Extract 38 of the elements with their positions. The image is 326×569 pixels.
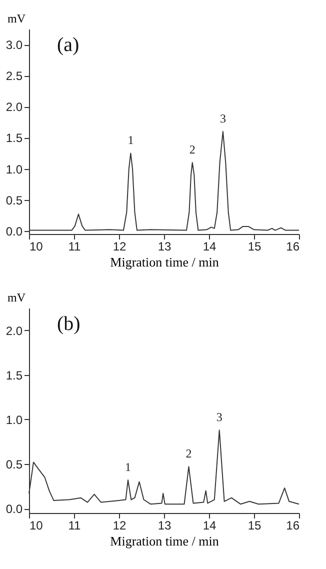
- y-tick-label: 0.0: [6, 224, 23, 238]
- y-axis-title: mV: [8, 12, 26, 26]
- y-tick-label: 2.5: [6, 69, 23, 84]
- y-tick-label: 0.5: [6, 193, 23, 208]
- y-axis-title: mV: [8, 290, 26, 304]
- x-axis-title: Migration time / min: [110, 254, 220, 270]
- x-tick-label: 10: [30, 240, 44, 254]
- y-tick-label: 1.5: [6, 131, 23, 146]
- y-tick-label: 3.0: [6, 38, 23, 52]
- x-tick-label: 11: [68, 518, 82, 532]
- y-tick-label: 1.0: [6, 162, 23, 176]
- x-tick-label: 15: [248, 240, 262, 254]
- x-tick-label: 16: [286, 240, 300, 254]
- x-axis-title: Migration time / min: [110, 534, 220, 548]
- x-tick-label: 14: [202, 240, 216, 254]
- x-tick-label: 16: [286, 518, 300, 532]
- x-tick-label: 13: [158, 518, 172, 532]
- x-tick-label: 15: [248, 518, 262, 532]
- annotation: 3: [216, 410, 222, 424]
- x-tick-label: 12: [112, 518, 126, 532]
- x-tick-label: 12: [112, 240, 126, 254]
- x-tick-label: 10: [30, 518, 44, 532]
- y-tick-label: 1.0: [6, 412, 23, 427]
- annotation: 1: [128, 133, 134, 148]
- x-tick-label: 13: [158, 240, 172, 254]
- annotation: 3: [220, 112, 226, 126]
- y-tick-label: 1.5: [6, 368, 23, 382]
- chart-title: (b): [57, 313, 80, 335]
- y-tick-label: 0.5: [6, 457, 23, 472]
- annotation: 2: [189, 142, 196, 157]
- x-tick-label: 14: [202, 518, 216, 532]
- annotation: 1: [125, 460, 131, 474]
- y-tick-label: 2.0: [6, 324, 23, 338]
- y-tick-label: 0.0: [6, 502, 23, 516]
- x-tick-label: 11: [68, 240, 82, 254]
- annotation: 2: [186, 446, 192, 461]
- chart-title: (a): [57, 34, 80, 56]
- y-tick-label: 2.0: [6, 100, 23, 114]
